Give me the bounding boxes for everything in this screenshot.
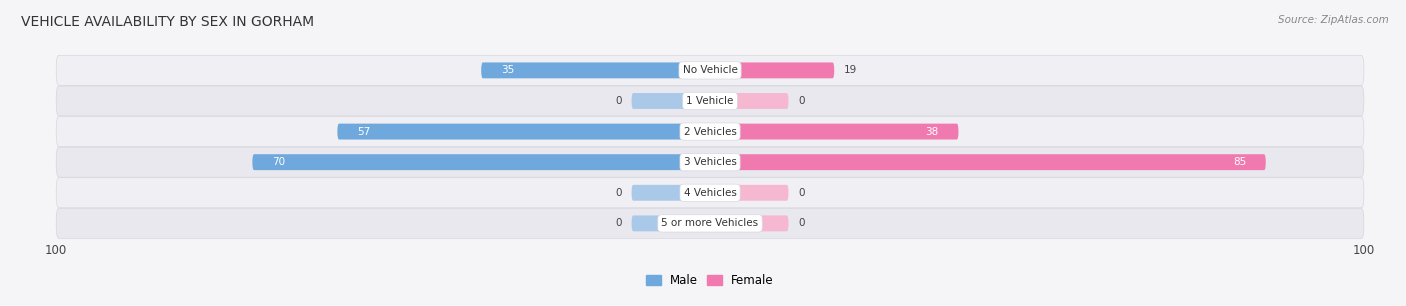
FancyBboxPatch shape bbox=[56, 208, 1364, 238]
Text: 0: 0 bbox=[616, 218, 621, 228]
FancyBboxPatch shape bbox=[337, 124, 710, 140]
Text: 5 or more Vehicles: 5 or more Vehicles bbox=[661, 218, 759, 228]
Text: 35: 35 bbox=[501, 65, 515, 75]
Text: 0: 0 bbox=[616, 96, 621, 106]
Text: 70: 70 bbox=[271, 157, 285, 167]
Text: No Vehicle: No Vehicle bbox=[682, 65, 738, 75]
Text: 38: 38 bbox=[925, 127, 939, 136]
FancyBboxPatch shape bbox=[56, 178, 1364, 208]
FancyBboxPatch shape bbox=[710, 93, 789, 109]
FancyBboxPatch shape bbox=[56, 55, 1364, 85]
FancyBboxPatch shape bbox=[710, 215, 789, 231]
FancyBboxPatch shape bbox=[710, 62, 834, 78]
FancyBboxPatch shape bbox=[631, 185, 710, 201]
FancyBboxPatch shape bbox=[710, 185, 789, 201]
Text: 3 Vehicles: 3 Vehicles bbox=[683, 157, 737, 167]
Text: 57: 57 bbox=[357, 127, 370, 136]
Text: VEHICLE AVAILABILITY BY SEX IN GORHAM: VEHICLE AVAILABILITY BY SEX IN GORHAM bbox=[21, 15, 314, 29]
Text: 0: 0 bbox=[799, 96, 804, 106]
FancyBboxPatch shape bbox=[710, 154, 1265, 170]
Text: 4 Vehicles: 4 Vehicles bbox=[683, 188, 737, 198]
FancyBboxPatch shape bbox=[710, 124, 959, 140]
Text: 2 Vehicles: 2 Vehicles bbox=[683, 127, 737, 136]
FancyBboxPatch shape bbox=[56, 147, 1364, 177]
FancyBboxPatch shape bbox=[631, 215, 710, 231]
Text: 0: 0 bbox=[799, 188, 804, 198]
FancyBboxPatch shape bbox=[481, 62, 710, 78]
Legend: Male, Female: Male, Female bbox=[641, 269, 779, 292]
Text: 0: 0 bbox=[799, 218, 804, 228]
FancyBboxPatch shape bbox=[253, 154, 710, 170]
FancyBboxPatch shape bbox=[56, 86, 1364, 116]
FancyBboxPatch shape bbox=[631, 93, 710, 109]
Text: 1 Vehicle: 1 Vehicle bbox=[686, 96, 734, 106]
Text: 19: 19 bbox=[844, 65, 858, 75]
Text: 0: 0 bbox=[616, 188, 621, 198]
Text: Source: ZipAtlas.com: Source: ZipAtlas.com bbox=[1278, 15, 1389, 25]
FancyBboxPatch shape bbox=[56, 117, 1364, 147]
Text: 85: 85 bbox=[1233, 157, 1246, 167]
